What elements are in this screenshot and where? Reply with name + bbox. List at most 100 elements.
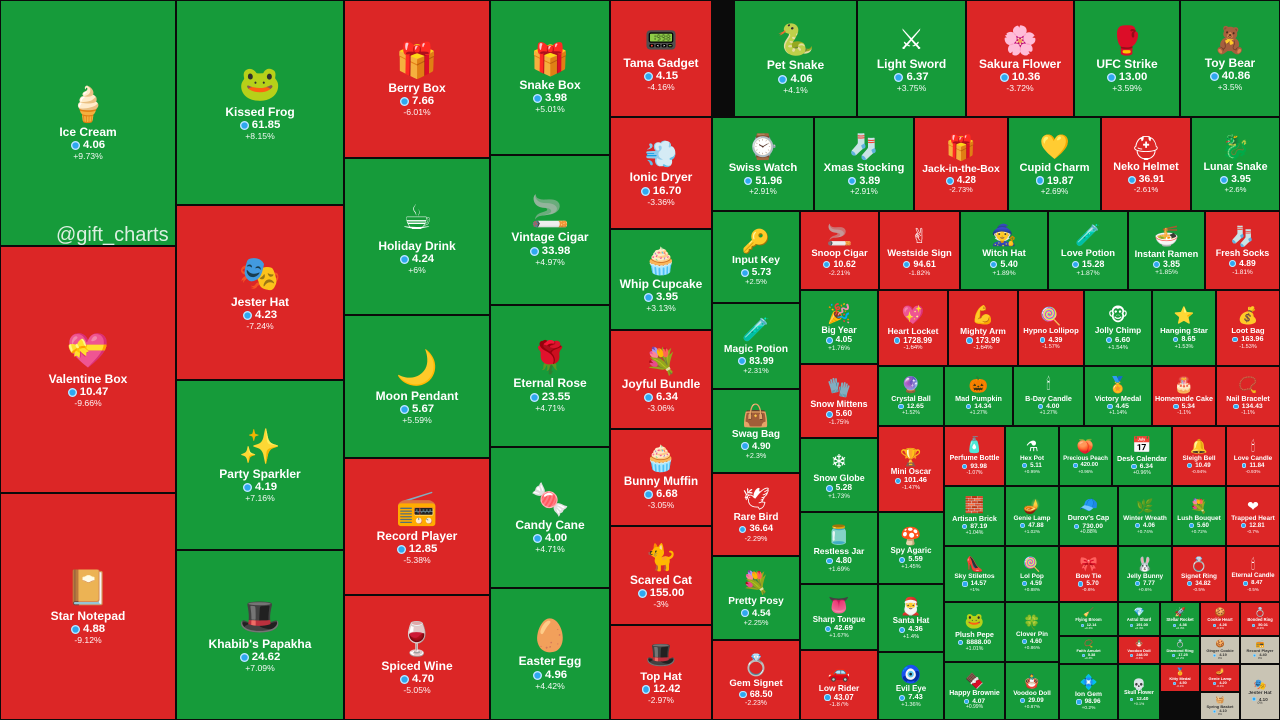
treemap-tile-scared-cat[interactable]: 🐈 Scared Cat 155.00 -3% [610,526,712,625]
treemap-tile-eternal-candle[interactable]: 🕯 Eternal Candle 8.47 -0.5% [1226,546,1280,602]
treemap-tile-clover-pin[interactable]: 🍀 Clover Pin 4.60 +0.86% [1005,602,1059,662]
treemap-tile-record-player[interactable]: 📻 Record Player 12.85 -5.38% [344,458,490,595]
treemap-tile-trapped-heart[interactable]: ❤ Trapped Heart 12.81 -0.7% [1226,486,1280,546]
treemap-tile-westside-sign[interactable]: ✌ Westside Sign 94.61 -1.82% [879,211,960,290]
treemap-tile-snow-mittens[interactable]: 🧤 Snow Mittens 5.60 -1.75% [800,364,878,438]
treemap-tile-swag-bag[interactable]: 👜 Swag Bag 4.90 +2.3% [712,389,800,473]
treemap-tile-kitty-medal[interactable]: 🏅 Kitty Medal 4.50 -0.1% [1160,664,1200,692]
treemap-tile-skull-flower[interactable]: 💀 Skull Flower 12.40 +0.1% [1118,664,1160,720]
treemap-tile-hanging-star[interactable]: ⭐ Hanging Star 8.65 +1.53% [1152,290,1216,366]
treemap-tile-jolly-chimp[interactable]: 🐵 Jolly Chimp 6.60 +1.54% [1084,290,1152,366]
treemap-tile-magic-potion[interactable]: 🧪 Magic Potion 83.99 +2.31% [712,303,800,389]
treemap-tile-joyful-bundle[interactable]: 💐 Joyful Bundle 6.34 -3.06% [610,330,712,429]
treemap-tile-jester-hat[interactable]: 🎭 Jester Hat 4.23 -7.24% [176,205,344,380]
treemap-tile-candy-cane[interactable]: 🍬 Candy Cane 4.00 +4.71% [490,447,610,588]
treemap-tile-neko-helmet[interactable]: ⛑ Neko Helmet 36.91 -2.61% [1101,117,1191,211]
treemap-tile-love-candle[interactable]: 🕯 Love Candle 11.84 -0.93% [1226,426,1280,486]
treemap-tile-party-sparkler[interactable]: ✨ Party Sparkler 4.19 +7.16% [176,380,344,550]
treemap-tile-spy-agaric[interactable]: 🍄 Spy Agaric 5.59 +1.45% [878,512,944,584]
treemap-tile-restless-jar[interactable]: 🫙 Restless Jar 4.80 +1.69% [800,512,878,584]
treemap-tile-record-player[interactable]: 📻 Record Player 4.40 0% [1240,636,1280,664]
treemap-tile-artisan-brick[interactable]: 🧱 Artisan Brick 87.19 +1.04% [944,486,1005,546]
treemap-tile-star-notepad[interactable]: 📔 Star Notepad 4.88 -9.12% [0,493,176,720]
treemap-tile-plush-pepe[interactable]: 🐸 Plush Pepe 8888.00 +1.01% [944,602,1005,662]
treemap-tile-winter-wreath[interactable]: 🌿 Winter Wreath 4.06 +0.74% [1118,486,1172,546]
treemap-tile-astral-shard[interactable]: 💎 Astral Shard 191.00 +0.4% [1118,602,1160,636]
treemap-tile-cookie-heart[interactable]: 🍪 Cookie Heart 4.26 -0.3% [1200,602,1240,636]
treemap-tile-ice-cream[interactable]: 🍦 Ice Cream 4.06 +9.73% [0,0,176,246]
treemap-tile-santa-hat[interactable]: 🎅 Santa Hat 4.36 +1.4% [878,584,944,652]
treemap-tile-stellar-rocket[interactable]: 🚀 Stellar Rocket 4.36 +0.3% [1160,602,1200,636]
treemap-tile-witch-hat[interactable]: 🧙 Witch Hat 5.40 +1.89% [960,211,1048,290]
treemap-tile-sakura-flower[interactable]: 🌸 Sakura Flower 10.36 -3.72% [966,0,1074,117]
treemap-tile-desk-calendar[interactable]: 📅 Desk Calendar 6.34 +0.96% [1112,426,1172,486]
treemap-tile-sharp-tongue[interactable]: 👅 Sharp Tongue 42.69 +1.67% [800,584,878,650]
treemap-tile-victory-medal[interactable]: 🏅 Victory Medal 4.45 +1.14% [1084,366,1152,426]
treemap-tile-ufc-strike[interactable]: 🥊 UFC Strike 13.00 +3.59% [1074,0,1180,117]
treemap-tile-ginger-cookie[interactable]: 🍪 Ginger Cookie 4.19 0% [1200,636,1240,664]
treemap-tile-hypno-lollipop[interactable]: 🍭 Hypno Lollipop 4.39 -1.57% [1018,290,1084,366]
treemap-tile-b-day-candle[interactable]: 🕯 B-Day Candle 4.00 +1.27% [1013,366,1084,426]
treemap-tile-ionic-dryer[interactable]: 💨 Ionic Dryer 16.70 -3.36% [610,117,712,229]
treemap-tile-mini-oscar[interactable]: 🏆 Mini Oscar 101.46 -1.47% [878,426,944,512]
treemap-tile-big-year[interactable]: 🎉 Big Year 4.05 +1.76% [800,290,878,364]
treemap-tile-genie-lamp[interactable]: 🪔 Genie Lamp 4.20 -0.1% [1200,664,1240,692]
treemap-tile-fresh-socks[interactable]: 🧦 Fresh Socks 4.89 -1.81% [1205,211,1280,290]
treemap-tile-spiced-wine[interactable]: 🍷 Spiced Wine 4.70 -5.05% [344,595,490,720]
treemap-tile-snake-box[interactable]: 🎁 Snake Box 3.98 +5.01% [490,0,610,155]
treemap-tile-lol-pop[interactable]: 🍭 Lol Pop 4.59 +0.88% [1005,546,1059,602]
treemap-tile-love-potion[interactable]: 🧪 Love Potion 15.28 +1.87% [1048,211,1128,290]
treemap-tile-evil-eye[interactable]: 🧿 Evil Eye 7.43 +1.36% [878,652,944,720]
treemap-tile-precious-peach[interactable]: 🍑 Precious Peach 420.00 +0.96% [1059,426,1112,486]
treemap-tile-vintage-cigar[interactable]: 🚬 Vintage Cigar 33.98 +4.97% [490,155,610,305]
treemap-tile-khabib-s-papakha[interactable]: 🎩 Khabib's Papakha 24.62 +7.09% [176,550,344,720]
treemap-tile-berry-box[interactable]: 🎁 Berry Box 7.66 -6.01% [344,0,490,158]
treemap-tile-happy-brownie[interactable]: 🍫 Happy Brownie 4.07 +0.99% [944,662,1005,720]
treemap-tile-jelly-bunny[interactable]: 🐰 Jelly Bunny 7.77 +0.6% [1118,546,1172,602]
treemap-tile-snow-globe[interactable]: ❄ Snow Globe 5.28 +1.73% [800,438,878,512]
treemap-tile-easter-egg[interactable]: 🥚 Easter Egg 4.96 +4.42% [490,588,610,720]
treemap-tile-pretty-posy[interactable]: 💐 Pretty Posy 4.54 +2.25% [712,556,800,640]
treemap-tile-jester-hat[interactable]: 🎭 Jester Hat 4.10 0% [1240,664,1280,720]
treemap-tile-bonded-ring[interactable]: 💍 Bonded Ring 50.01 -0.2% [1240,602,1280,636]
treemap-tile-ion-gem[interactable]: 💠 Ion Gem 98.96 +0.2% [1059,664,1118,720]
treemap-tile-bunny-muffin[interactable]: 🧁 Bunny Muffin 6.68 -3.05% [610,429,712,526]
treemap-tile-gem-signet[interactable]: 💍 Gem Signet 68.50 -2.23% [712,640,800,720]
treemap-tile-crystal-ball[interactable]: 🔮 Crystal Ball 12.65 +1.52% [878,366,944,426]
treemap-tile-lunar-snake[interactable]: 🐉 Lunar Snake 3.95 +2.6% [1191,117,1280,211]
treemap-tile-genie-lamp[interactable]: 🪔 Genie Lamp 47.88 +1.02% [1005,486,1059,546]
treemap-tile-snoop-cigar[interactable]: 🚬 Snoop Cigar 10.62 -2.21% [800,211,879,290]
treemap-tile-bow-tie[interactable]: 🎀 Bow Tie 5.70 -0.6% [1059,546,1118,602]
treemap-tile-rare-bird[interactable]: 🕊 Rare Bird 36.64 -2.29% [712,473,800,556]
treemap-tile-diamond-ring[interactable]: 💍 Diamond Ring 17.25 +0.2% [1160,636,1200,664]
treemap-tile-low-rider[interactable]: 🚗 Low Rider 43.07 -1.87% [800,650,878,720]
treemap-tile-nail-bracelet[interactable]: 📿 Nail Bracelet 134.43 -1.1% [1216,366,1280,426]
treemap-tile-mad-pumpkin[interactable]: 🎃 Mad Pumpkin 14.34 +1.27% [944,366,1013,426]
treemap-tile-faith-amulet[interactable]: 📿 Faith Amulet 5.38 +0.3% [1059,636,1118,664]
treemap-tile-voodoo-doll[interactable]: 🪆 Voodoo Doll 29.09 +0.87% [1005,662,1059,720]
treemap-tile-durov-s-cap[interactable]: 🧢 Durov's Cap 730.00 +0.88% [1059,486,1118,546]
treemap-tile-eternal-rose[interactable]: 🌹 Eternal Rose 23.55 +4.71% [490,305,610,447]
treemap-tile-spring-basket[interactable]: 🧺 Spring Basket 4.10 0% [1200,692,1240,720]
treemap-tile-swiss-watch[interactable]: ⌚ Swiss Watch 51.96 +2.91% [712,117,814,211]
treemap-tile-pet-snake[interactable]: 🐍 Pet Snake 4.06 +4.1% [734,0,857,117]
treemap-tile-homemade-cake[interactable]: 🎂 Homemade Cake 5.34 -1.1% [1152,366,1216,426]
treemap-tile-cupid-charm[interactable]: 💛 Cupid Charm 19.87 +2.69% [1008,117,1101,211]
treemap-tile-jack-in-the-box[interactable]: 🎁 Jack-in-the-Box 4.28 -2.73% [914,117,1008,211]
treemap-tile-mighty-arm[interactable]: 💪 Mighty Arm 173.99 -1.64% [948,290,1018,366]
treemap-tile-lush-bouquet[interactable]: 💐 Lush Bouquet 5.60 +0.72% [1172,486,1226,546]
treemap-tile-tama-gadget[interactable]: 📟 Tama Gadget 4.15 -4.16% [610,0,712,117]
treemap-tile-loot-bag[interactable]: 💰 Loot Bag 163.96 -1.53% [1216,290,1280,366]
treemap-tile-top-hat[interactable]: 🎩 Top Hat 12.42 -2.97% [610,625,712,720]
treemap-tile-voodoo-doll[interactable]: 🪆 Voodoo Doll 248.00 -0.3% [1118,636,1160,664]
treemap-tile-heart-locket[interactable]: 💖 Heart Locket 1728.99 -1.64% [878,290,948,366]
treemap-tile-light-sword[interactable]: ⚔ Light Sword 6.37 +3.75% [857,0,966,117]
treemap-tile-holiday-drink[interactable]: ☕ Holiday Drink 4.24 +6% [344,158,490,315]
treemap-tile-input-key[interactable]: 🔑 Input Key 5.73 +2.5% [712,211,800,303]
treemap-tile-xmas-stocking[interactable]: 🧦 Xmas Stocking 3.89 +2.91% [814,117,914,211]
treemap-tile-sky-stilettos[interactable]: 👠 Sky Stilettos 14.57 +1% [944,546,1005,602]
treemap-tile-perfume-bottle[interactable]: 🧴 Perfume Bottle 93.98 -1.07% [944,426,1005,486]
treemap-tile-instant-ramen[interactable]: 🍜 Instant Ramen 3.85 +1.85% [1128,211,1205,290]
treemap-tile-kissed-frog[interactable]: 🐸 Kissed Frog 61.85 +8.15% [176,0,344,205]
treemap-tile-valentine-box[interactable]: 💝 Valentine Box 10.47 -9.66% [0,246,176,493]
